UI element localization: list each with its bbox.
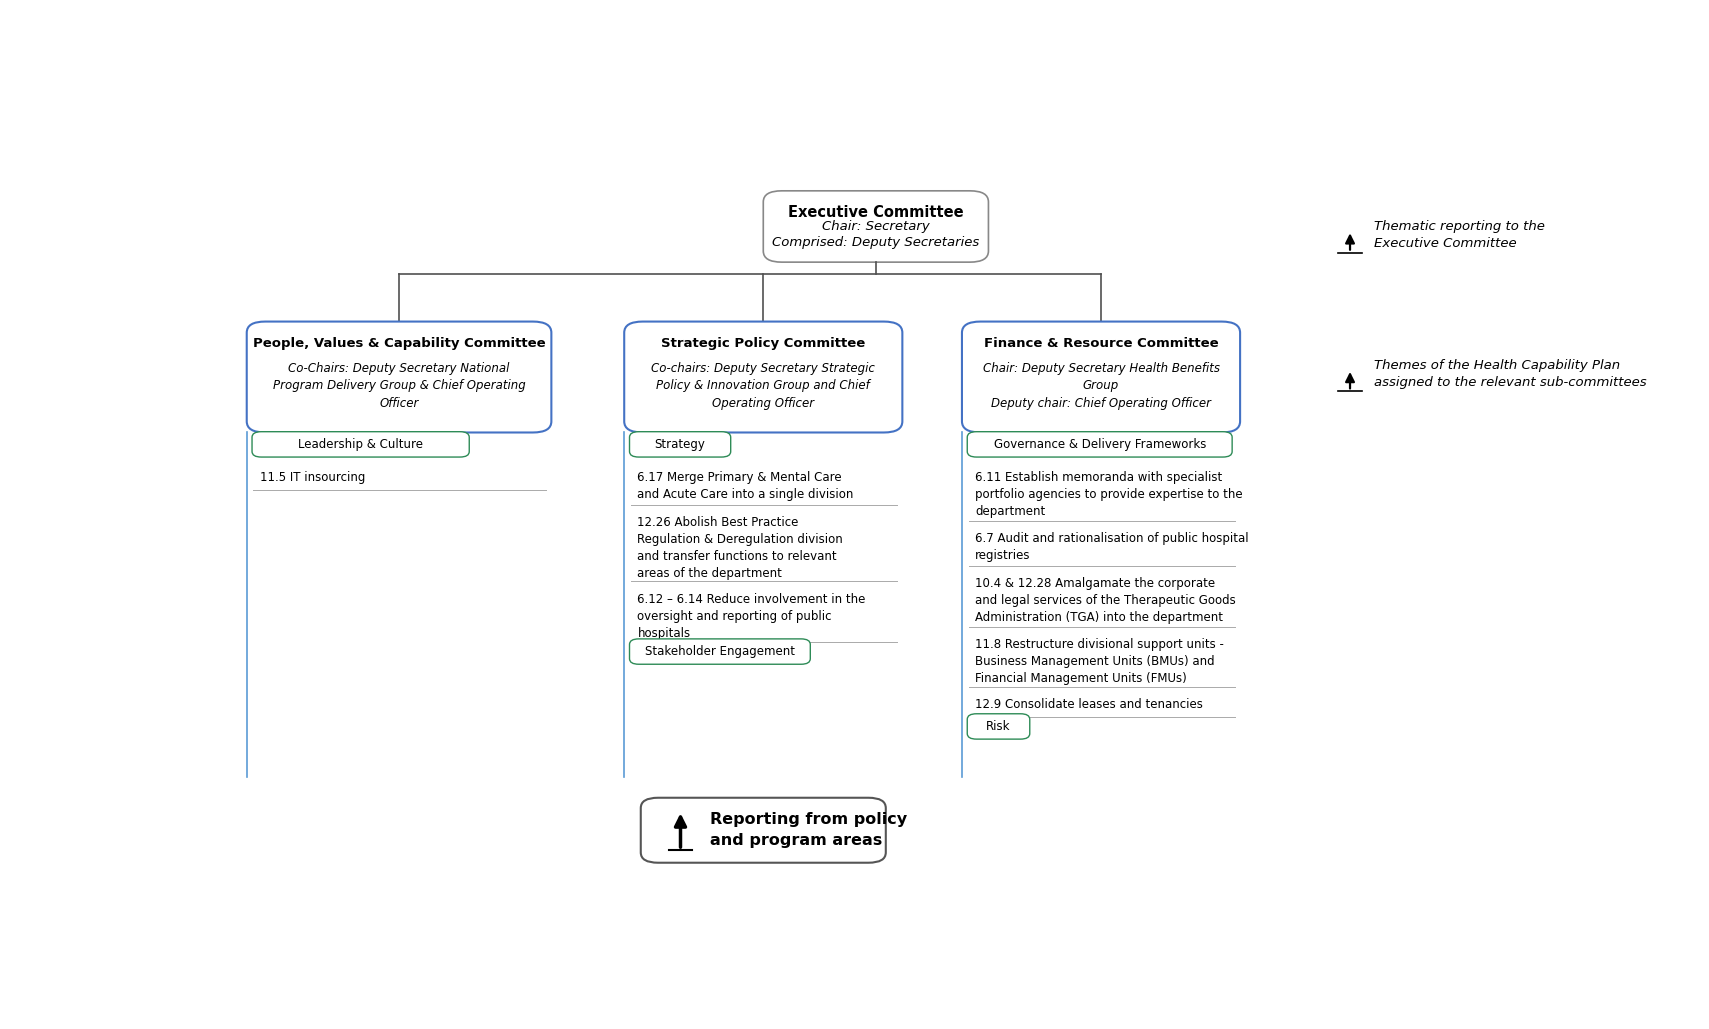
FancyBboxPatch shape — [967, 432, 1232, 457]
FancyBboxPatch shape — [967, 714, 1031, 739]
FancyBboxPatch shape — [641, 797, 885, 862]
Text: Risk: Risk — [986, 720, 1010, 733]
Text: Thematic reporting to the
Executive Committee: Thematic reporting to the Executive Comm… — [1374, 220, 1545, 250]
Text: Co-chairs: Deputy Secretary Strategic
Policy & Innovation Group and Chief
Operat: Co-chairs: Deputy Secretary Strategic Po… — [651, 362, 875, 410]
Text: Comprised: Deputy Secretaries: Comprised: Deputy Secretaries — [772, 236, 979, 249]
FancyBboxPatch shape — [629, 639, 810, 665]
Text: Themes of the Health Capability Plan
assigned to the relevant sub-committees: Themes of the Health Capability Plan ass… — [1374, 359, 1646, 389]
Text: 6.11 Establish memoranda with specialist
portfolio agencies to provide expertise: 6.11 Establish memoranda with specialist… — [976, 471, 1242, 519]
Text: 6.7 Audit and rationalisation of public hospital
registries: 6.7 Audit and rationalisation of public … — [976, 532, 1249, 562]
Text: Chair: Secretary: Chair: Secretary — [822, 220, 930, 233]
Text: Stakeholder Engagement: Stakeholder Engagement — [644, 645, 795, 659]
FancyBboxPatch shape — [962, 321, 1241, 432]
Text: Chair: Deputy Secretary Health Benefits
Group
Deputy chair: Chief Operating Offi: Chair: Deputy Secretary Health Benefits … — [983, 362, 1220, 410]
Text: Governance & Delivery Frameworks: Governance & Delivery Frameworks — [993, 438, 1207, 451]
Text: Reporting from policy
and program areas: Reporting from policy and program areas — [709, 812, 907, 848]
FancyBboxPatch shape — [764, 190, 988, 262]
Text: 10.4 & 12.28 Amalgamate the corporate
and legal services of the Therapeutic Good: 10.4 & 12.28 Amalgamate the corporate an… — [976, 577, 1236, 625]
Text: Finance & Resource Committee: Finance & Resource Committee — [984, 338, 1219, 350]
FancyBboxPatch shape — [251, 432, 470, 457]
FancyBboxPatch shape — [624, 321, 902, 432]
Text: 11.8 Restructure divisional support units -
Business Management Units (BMUs) and: 11.8 Restructure divisional support unit… — [976, 638, 1224, 684]
Text: 11.5 IT insourcing: 11.5 IT insourcing — [260, 471, 366, 485]
Text: 6.17 Merge Primary & Mental Care
and Acute Care into a single division: 6.17 Merge Primary & Mental Care and Acu… — [637, 471, 854, 501]
Text: Strategy: Strategy — [655, 438, 706, 451]
Text: Co-Chairs: Deputy Secretary National
Program Delivery Group & Chief Operating
Of: Co-Chairs: Deputy Secretary National Pro… — [273, 362, 525, 410]
FancyBboxPatch shape — [246, 321, 552, 432]
Text: Strategic Policy Committee: Strategic Policy Committee — [661, 338, 865, 350]
Text: 12.26 Abolish Best Practice
Regulation & Deregulation division
and transfer func: 12.26 Abolish Best Practice Regulation &… — [637, 517, 843, 580]
Text: 6.12 – 6.14 Reduce involvement in the
oversight and reporting of public
hospital: 6.12 – 6.14 Reduce involvement in the ov… — [637, 593, 866, 640]
FancyBboxPatch shape — [629, 432, 731, 457]
Text: People, Values & Capability Committee: People, Values & Capability Committee — [253, 338, 545, 350]
Text: Executive Committee: Executive Committee — [788, 205, 964, 220]
Text: 12.9 Consolidate leases and tenancies: 12.9 Consolidate leases and tenancies — [976, 699, 1203, 711]
Text: Leadership & Culture: Leadership & Culture — [297, 438, 424, 451]
